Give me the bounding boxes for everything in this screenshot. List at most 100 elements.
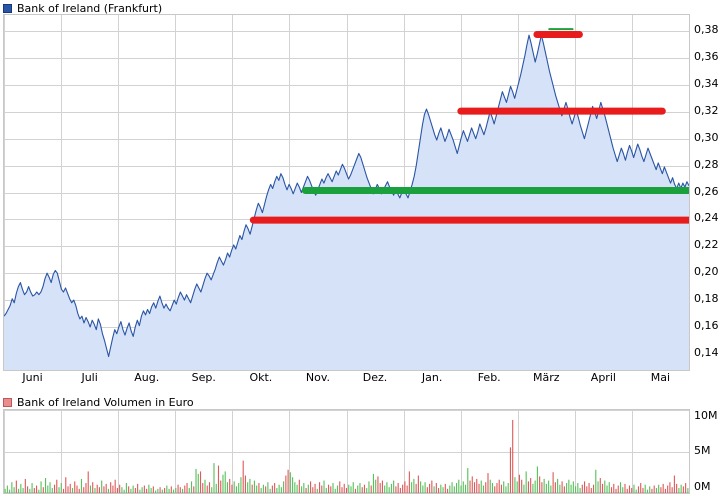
volume-bar [357, 485, 359, 493]
volume-bar [267, 482, 269, 493]
volume-bar [296, 484, 298, 493]
volume-bar [350, 486, 352, 493]
volume-bar [69, 483, 71, 493]
volume-bar [393, 480, 395, 493]
volume-bar [323, 480, 325, 493]
volume-bar [292, 477, 294, 493]
volume-bar [442, 487, 444, 493]
volume-bar [103, 486, 105, 493]
volume-bar [447, 488, 449, 493]
volume-bar [211, 487, 213, 493]
volume-bar [334, 488, 336, 493]
volume-bar [161, 489, 163, 493]
volume-bar [143, 485, 145, 493]
volume-bar [177, 484, 179, 493]
volume-bar [78, 488, 80, 493]
volume-bar [379, 483, 381, 493]
price-plot-area[interactable] [3, 14, 690, 371]
volume-bar [341, 487, 343, 493]
volume-bar [74, 481, 76, 493]
volume-bar [314, 483, 316, 493]
volume-bar [530, 478, 532, 493]
volume-bar [217, 465, 220, 493]
volume-bar [107, 488, 109, 493]
volume-bar [653, 485, 655, 493]
volume-bar [415, 483, 417, 493]
volume-bar [539, 476, 541, 493]
volume-bar [271, 485, 273, 493]
volume-bar [164, 488, 166, 493]
volume-bar [18, 488, 20, 493]
volume-bar [159, 487, 161, 493]
volume-bar [33, 488, 35, 493]
volume-bar [384, 485, 386, 493]
price-x-tick: Nov. [305, 371, 331, 384]
volume-plot-area[interactable] [3, 409, 690, 494]
price-x-tick: Juni [22, 371, 43, 384]
price-y-tick: 0,22 [694, 238, 719, 252]
volume-bar [29, 488, 31, 493]
volume-bar [599, 478, 601, 493]
volume-bar [287, 469, 289, 493]
volume-bar [179, 487, 181, 493]
volume-bar [31, 483, 33, 493]
volume-bar [195, 468, 197, 493]
volume-bar [655, 488, 657, 493]
volume-bar [559, 484, 561, 493]
volume-bar [554, 482, 556, 493]
volume-bar [570, 484, 572, 493]
volume-bar [204, 479, 206, 493]
volume-bar [532, 483, 534, 493]
volume-bar [56, 479, 58, 493]
volume-bar [190, 481, 193, 493]
volume-bar [22, 488, 24, 493]
volume-bar [274, 483, 276, 493]
volume-bar [65, 477, 67, 493]
volume-bar [669, 482, 671, 493]
volume-bar [617, 485, 619, 493]
volume-bar [188, 488, 190, 493]
volume-bar [256, 485, 258, 493]
volume-bar [321, 485, 323, 493]
volume-bar [186, 483, 188, 493]
volume-bar [348, 484, 350, 493]
volume-bar [375, 479, 377, 493]
volume-bar [325, 488, 327, 493]
volume-bar [399, 488, 401, 493]
volume-bar [386, 482, 388, 493]
volume-bar [244, 475, 246, 493]
volume-bar [377, 476, 379, 493]
volume-bar [58, 487, 60, 493]
volume-bar [202, 483, 204, 493]
volume-bar [482, 485, 485, 493]
volume-bar [406, 485, 408, 493]
volume-bar [518, 474, 520, 493]
volume-bar [6, 485, 8, 493]
volume-bar [485, 482, 487, 493]
volume-bar [631, 488, 633, 493]
volume-bar [584, 481, 586, 493]
volume-bar [431, 480, 433, 493]
volume-bar [541, 482, 543, 493]
volume-bar [137, 483, 139, 493]
price-area-fill [4, 35, 689, 370]
volume-bar [613, 483, 615, 493]
volume-bar [11, 482, 13, 493]
volume-bar [345, 488, 348, 493]
price-series-svg [4, 15, 689, 370]
volume-bar [480, 480, 482, 493]
volume-bar [449, 485, 451, 493]
volume-bar [588, 483, 590, 493]
volume-bar [397, 483, 399, 493]
volume-bar [402, 484, 404, 493]
price-x-tick: Feb. [477, 371, 501, 384]
volume-bar [238, 483, 240, 493]
volume-bar [330, 486, 332, 493]
volume-bar [36, 485, 38, 493]
volume-bar [42, 487, 44, 493]
volume-bar [40, 481, 42, 493]
volume-bar [471, 476, 473, 493]
volume-bar [637, 486, 640, 493]
price-x-tick: Dez. [362, 371, 388, 384]
volume-bar [71, 488, 74, 493]
